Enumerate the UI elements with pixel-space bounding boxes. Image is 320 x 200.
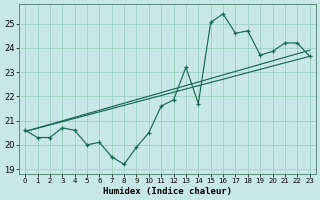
X-axis label: Humidex (Indice chaleur): Humidex (Indice chaleur)	[103, 187, 232, 196]
